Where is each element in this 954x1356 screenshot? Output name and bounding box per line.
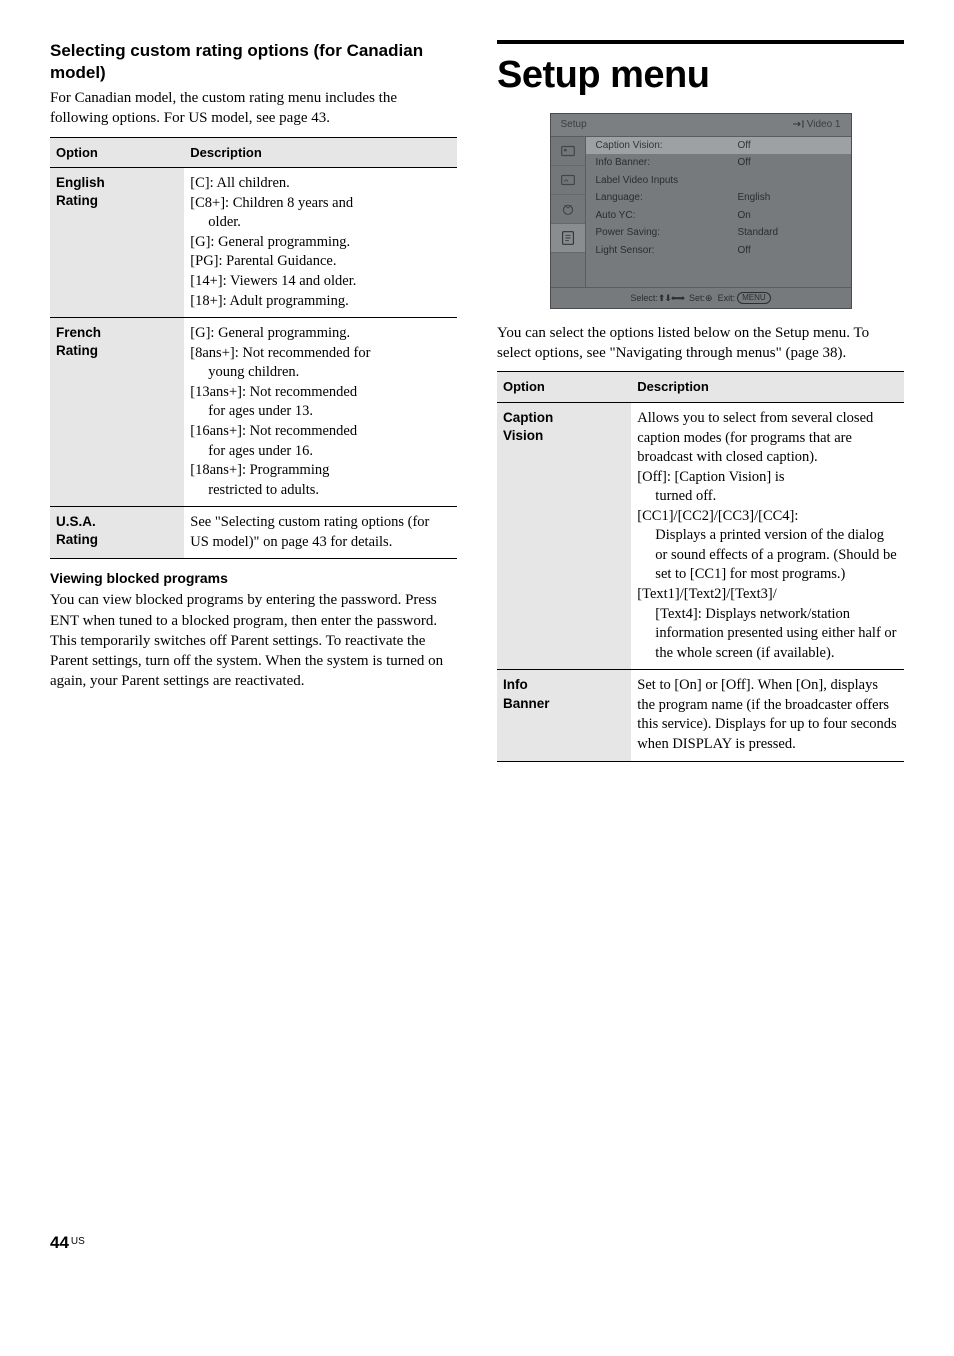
- right-column: Setup menu Setup Video 1: [497, 40, 904, 1254]
- page-num-value: 44: [50, 1233, 69, 1252]
- osd-tab-picture-icon: [551, 137, 585, 166]
- left-column: Selecting custom rating options (for Can…: [50, 40, 457, 1254]
- option-label: InfoBanner: [497, 670, 631, 761]
- osd-value: Standard: [737, 226, 840, 240]
- th-description-r: Description: [631, 372, 904, 403]
- osd-row: Label Video Inputs: [586, 172, 851, 190]
- viewing-body: You can view blocked programs by enterin…: [50, 590, 457, 691]
- th-option: Option: [50, 137, 184, 168]
- table-row: CaptionVisionAllows you to select from s…: [497, 402, 904, 669]
- page-number: 44US: [50, 1232, 457, 1255]
- two-column-layout: Selecting custom rating options (for Can…: [50, 40, 904, 1254]
- osd-row: Info Banner: Off: [586, 154, 851, 172]
- osd-panel: Setup Video 1: [550, 113, 852, 309]
- osd-row: Light Sensor: Off: [586, 242, 851, 260]
- option-description: See "Selecting custom rating options (fo…: [184, 507, 457, 559]
- th-description: Description: [184, 137, 457, 168]
- table-row: U.S.A.RatingSee "Selecting custom rating…: [50, 507, 457, 559]
- osd-value: On: [737, 209, 840, 223]
- table-row: FrenchRating[G]: General programming.[8a…: [50, 318, 457, 507]
- osd-content: Caption Vision: Off Info Banner: Off Label V…: [586, 137, 851, 287]
- osd-topbar: Setup Video 1: [551, 114, 851, 137]
- osd-key: Light Sensor:: [596, 244, 730, 258]
- left-heading: Selecting custom rating options (for Can…: [50, 40, 457, 84]
- osd-footer-exit: Exit:: [718, 293, 736, 303]
- osd-row: Power Saving: Standard: [586, 224, 851, 242]
- option-description: [G]: General programming.[8ans+]: Not re…: [184, 318, 457, 507]
- osd-value: Off: [737, 139, 840, 153]
- osd-footer-set: Set:: [689, 293, 705, 303]
- osd-key: Auto YC:: [596, 209, 730, 223]
- table-row: InfoBannerSet to [On] or [Off]. When [On…: [497, 670, 904, 761]
- option-description: Set to [On] or [Off]. When [On], display…: [631, 670, 904, 761]
- table-row: EnglishRating[C]: All children.[C8+]: Ch…: [50, 168, 457, 318]
- osd-value: [737, 174, 840, 188]
- osd-row: Caption Vision: Off: [586, 137, 851, 155]
- osd-top-left: Setup: [561, 118, 587, 132]
- option-label: FrenchRating: [50, 318, 184, 507]
- option-label: CaptionVision: [497, 402, 631, 669]
- osd-tab-strip: [551, 137, 586, 287]
- osd-value: English: [737, 191, 840, 205]
- osd-row: Language: English: [586, 189, 851, 207]
- osd-footer: Select:⬆⬇⬅➡ Set:⊕ Exit:MENU: [551, 287, 851, 308]
- option-label: EnglishRating: [50, 168, 184, 318]
- menu-button-icon: MENU: [737, 292, 771, 304]
- osd-screenshot: Setup Video 1: [497, 113, 904, 309]
- osd-key: Power Saving:: [596, 226, 730, 240]
- right-intro: You can select the options listed below …: [497, 323, 904, 364]
- option-description: Allows you to select from several closed…: [631, 402, 904, 669]
- enter-key-icon: ⊕: [705, 293, 713, 303]
- th-option-r: Option: [497, 372, 631, 403]
- input-icon: [792, 120, 804, 128]
- canadian-rating-table: Option Description EnglishRating[C]: All…: [50, 137, 457, 560]
- osd-tab-channel-icon: [551, 195, 585, 224]
- title-rule: [497, 40, 904, 44]
- osd-row: Auto YC: On: [586, 207, 851, 225]
- osd-value: Off: [737, 156, 840, 170]
- osd-key: Info Banner:: [596, 156, 730, 170]
- setup-menu-title: Setup menu: [497, 50, 904, 101]
- option-label: U.S.A.Rating: [50, 507, 184, 559]
- osd-tab-audio-icon: [551, 166, 585, 195]
- osd-value: Off: [737, 244, 840, 258]
- setup-options-table: Option Description CaptionVisionAllows y…: [497, 371, 904, 761]
- osd-body: Caption Vision: Off Info Banner: Off Label V…: [551, 137, 851, 287]
- osd-tab-setup-icon: [551, 224, 585, 253]
- arrow-keys-icon: ⬆⬇⬅➡: [658, 293, 684, 303]
- option-description: [C]: All children.[C8+]: Children 8 year…: [184, 168, 457, 318]
- osd-key: Caption Vision:: [596, 139, 730, 153]
- left-intro: For Canadian model, the custom rating me…: [50, 88, 457, 129]
- osd-key: Language:: [596, 191, 730, 205]
- page-num-region: US: [71, 1236, 85, 1247]
- osd-key: Label Video Inputs: [596, 174, 730, 188]
- osd-footer-select: Select:: [630, 293, 658, 303]
- osd-input-label: Video 1: [807, 119, 841, 130]
- osd-top-right: Video 1: [792, 118, 841, 132]
- viewing-heading: Viewing blocked programs: [50, 569, 457, 588]
